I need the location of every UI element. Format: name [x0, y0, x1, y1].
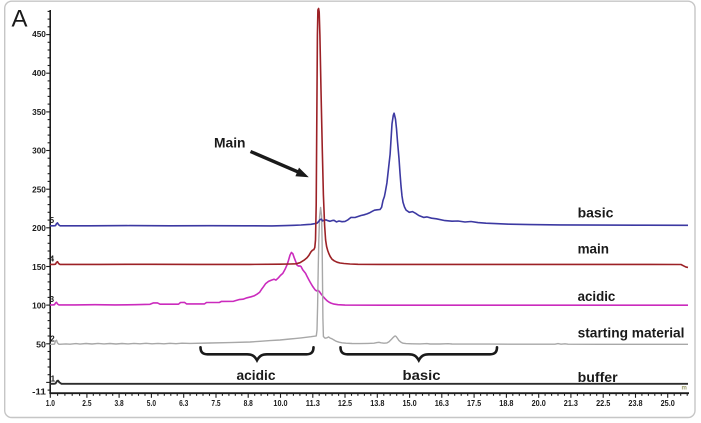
- svg-text:A: A: [12, 6, 28, 33]
- svg-text:5.0: 5.0: [147, 398, 156, 408]
- svg-text:1: 1: [51, 374, 56, 383]
- svg-text:400: 400: [32, 68, 46, 78]
- svg-text:4: 4: [50, 255, 55, 264]
- svg-text:7.5: 7.5: [211, 398, 220, 408]
- svg-text:-11: -11: [32, 387, 46, 397]
- svg-text:basic: basic: [403, 367, 441, 383]
- svg-text:10.0: 10.0: [273, 398, 287, 408]
- svg-text:17.5: 17.5: [467, 398, 481, 408]
- svg-text:15.0: 15.0: [403, 398, 417, 408]
- svg-text:buffer: buffer: [578, 369, 619, 385]
- svg-text:acidic: acidic: [237, 367, 276, 383]
- svg-text:22.5: 22.5: [596, 398, 610, 408]
- svg-text:3.8: 3.8: [115, 398, 124, 408]
- svg-text:16.3: 16.3: [435, 398, 449, 408]
- svg-text:150: 150: [32, 262, 46, 272]
- svg-text:200: 200: [32, 223, 46, 233]
- svg-text:23.8: 23.8: [628, 398, 642, 408]
- svg-text:8.8: 8.8: [244, 398, 253, 408]
- svg-text:300: 300: [32, 146, 46, 156]
- svg-text:3: 3: [50, 295, 55, 304]
- svg-text:11.3: 11.3: [306, 398, 320, 408]
- svg-text:1.0: 1.0: [46, 398, 55, 408]
- svg-text:2.5: 2.5: [82, 398, 91, 408]
- svg-text:2: 2: [50, 335, 55, 344]
- svg-text:100: 100: [32, 301, 46, 311]
- svg-text:25.0: 25.0: [661, 398, 675, 408]
- svg-text:20.0: 20.0: [532, 398, 546, 408]
- svg-text:18.8: 18.8: [499, 398, 513, 408]
- svg-text:m: m: [682, 386, 687, 392]
- svg-text:5: 5: [50, 216, 55, 225]
- svg-text:50: 50: [36, 339, 46, 349]
- svg-text:starting material: starting material: [578, 324, 685, 340]
- svg-text:acidic: acidic: [578, 288, 616, 304]
- svg-text:basic: basic: [578, 205, 614, 221]
- svg-text:12.5: 12.5: [338, 398, 352, 408]
- svg-text:13.8: 13.8: [370, 398, 384, 408]
- svg-text:250: 250: [32, 184, 46, 194]
- svg-text:21.3: 21.3: [564, 398, 578, 408]
- svg-text:main: main: [578, 241, 609, 257]
- svg-text:450: 450: [32, 29, 46, 39]
- svg-text:350: 350: [32, 107, 46, 117]
- svg-text:Main: Main: [214, 135, 246, 151]
- svg-text:6.3: 6.3: [179, 398, 188, 408]
